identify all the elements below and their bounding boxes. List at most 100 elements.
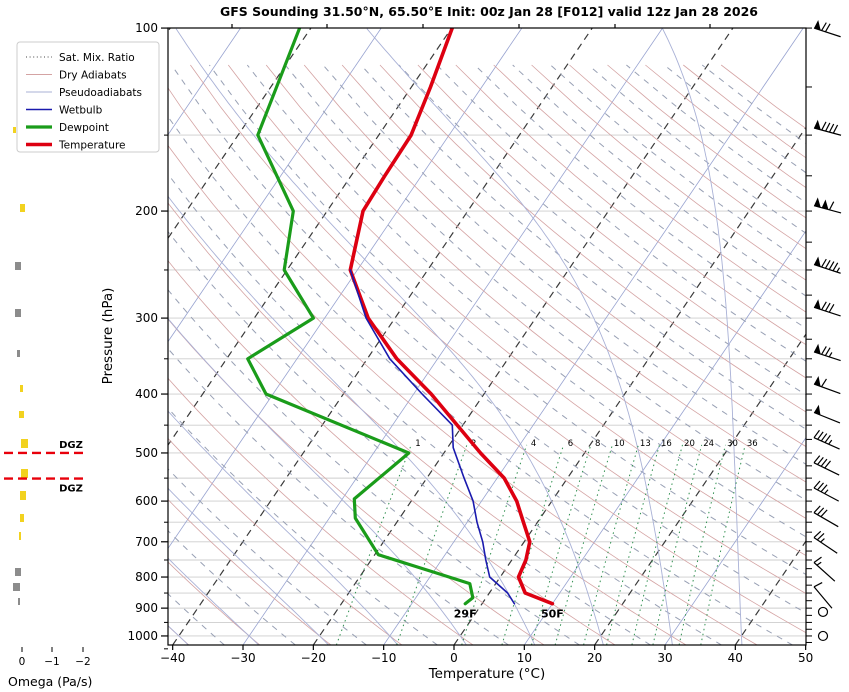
pressure-tick-label: 600: [135, 494, 158, 508]
omega-bar: [17, 350, 20, 357]
dashed-adiabat-line: [168, 347, 509, 645]
pressure-tick-label: 400: [135, 387, 158, 401]
wind-barb-icon: [813, 256, 841, 274]
mixing-ratio-label: 30: [727, 439, 738, 449]
mixing-ratio-line: [396, 444, 468, 645]
omega-tick-label: −2: [75, 656, 90, 668]
dry-adiabat-line: [417, 64, 806, 379]
wind-barb-icon: [813, 299, 841, 317]
x-tick-label: −10: [371, 651, 396, 665]
dashed-adiabat-line: [208, 64, 806, 576]
isotherm-line: [168, 28, 453, 447]
omega-bar: [21, 469, 28, 478]
pseudoadiabat-line: [662, 28, 743, 645]
omega-bar: [15, 262, 21, 270]
wind-barb-icon: [813, 343, 841, 362]
wind-barb-icon: [813, 582, 833, 609]
wind-barb-icon: [813, 197, 842, 214]
dry-adiabat-line: [645, 64, 806, 189]
pseudoadiabat-line: [168, 487, 330, 645]
dashed-adiabat-line: [246, 64, 806, 538]
omega-tick-label: −1: [44, 656, 59, 668]
dashed-adiabat-line: [168, 289, 580, 645]
legend-box: [16, 41, 160, 153]
mixing-ratio-line: [531, 444, 592, 645]
dry-adiabat-line: [607, 64, 806, 219]
pressure-tick-label: 200: [135, 204, 158, 218]
dashed-adiabat-line: [398, 64, 806, 396]
x-tick-label: −20: [301, 651, 326, 665]
mixing-ratio-line: [335, 444, 412, 645]
dry-adiabat-line: [303, 64, 806, 483]
isotherm-line: [453, 126, 806, 645]
pressure-tick-label: 500: [135, 446, 158, 460]
dashed-adiabat-line: [168, 173, 722, 645]
dry-adiabat-line: [493, 64, 806, 313]
dry-adiabat-line: [455, 64, 806, 346]
pseudoadiabat-line: [168, 317, 467, 645]
omega-axis-label: Omega (Pa/s): [8, 674, 92, 689]
dry-adiabat-line: [168, 499, 332, 645]
pseudoadiabat-line: [366, 28, 673, 645]
wind-barb-column: [813, 20, 842, 642]
omega-bar: [13, 583, 20, 591]
dashed-adiabat-line: [168, 230, 651, 645]
pressure-tick-label: 900: [135, 601, 158, 615]
dashed-adiabat-line: [171, 64, 806, 614]
wind-barb-icon: [813, 480, 840, 502]
dashed-adiabat-line: [436, 64, 806, 362]
wind-barb-icon: [813, 429, 840, 450]
pressure-tick-label: 700: [135, 535, 158, 549]
omega-bar: [19, 411, 24, 418]
legend-item: Temperature: [26, 139, 126, 151]
omega-bar: [19, 532, 21, 540]
wetbulb-curve: [349, 269, 516, 605]
mixing-ratio-label: 13: [640, 439, 651, 449]
mixing-ratio-label: 16: [661, 439, 672, 449]
pseudoadiabat-line: [175, 28, 604, 645]
x-tick-label: 30: [657, 651, 672, 665]
omega-panel: DGZ DGZ 0 −1 −2: [4, 127, 91, 668]
wind-barb-icon: [813, 556, 836, 582]
wind-barb-icon: [813, 119, 842, 136]
chart-title: GFS Sounding 31.50°N, 65.50°E Init: 00z …: [220, 4, 758, 19]
wind-barb-icon: [813, 20, 841, 38]
dry-adiabat-line: [168, 202, 687, 645]
mixing-ratio-label: 20: [684, 439, 695, 449]
legend-item-label: Temperature: [58, 139, 126, 151]
dry-adiabat-line: [265, 64, 806, 519]
mixing-ratio-label: 36: [747, 439, 758, 449]
legend-item: Dry Adiabats: [26, 69, 127, 81]
dewpoint-curve: [246, 28, 475, 606]
omega-bar: [15, 568, 21, 576]
omega-bar: [13, 127, 16, 133]
dry-adiabat-line: [168, 87, 806, 634]
pressure-tick-label: 300: [135, 311, 158, 325]
isotherm-line: [664, 436, 806, 645]
axes: −40 −30 −20 −10 0 10 20 30 40 50 100 200 300 400 500 60…: [127, 21, 813, 665]
legend-item-label: Sat. Mix. Ratio: [59, 52, 135, 64]
mixing-ratio-line: [700, 444, 746, 645]
legend-item-label: Pseudoadiabats: [59, 87, 142, 99]
mixing-ratio-line: [678, 444, 726, 645]
dry-adiabat-line: [379, 64, 806, 413]
wind-barb-icon: [813, 404, 841, 424]
isotherm-line: [168, 28, 241, 136]
legend-item: Wetbulb: [26, 104, 103, 116]
omega-bar: [21, 439, 28, 448]
isotherm-line: [168, 28, 382, 343]
dashed-adiabat-line: [168, 115, 793, 645]
dashed-adiabat-line: [168, 529, 296, 645]
x-tick-label: 0: [450, 651, 458, 665]
dry-adiabat-line: [190, 64, 806, 595]
y-axis-label: Pressure (hPa): [100, 288, 116, 385]
sounding-curves: [246, 28, 555, 606]
pressure-tick-label: 100: [135, 21, 158, 35]
dashed-adiabat-line: [168, 407, 438, 645]
wind-barb-icon: [813, 530, 838, 554]
omega-bar: [15, 309, 21, 317]
mixing-ratio-label: 24: [703, 439, 714, 449]
dgz-label: DGZ: [59, 440, 83, 451]
